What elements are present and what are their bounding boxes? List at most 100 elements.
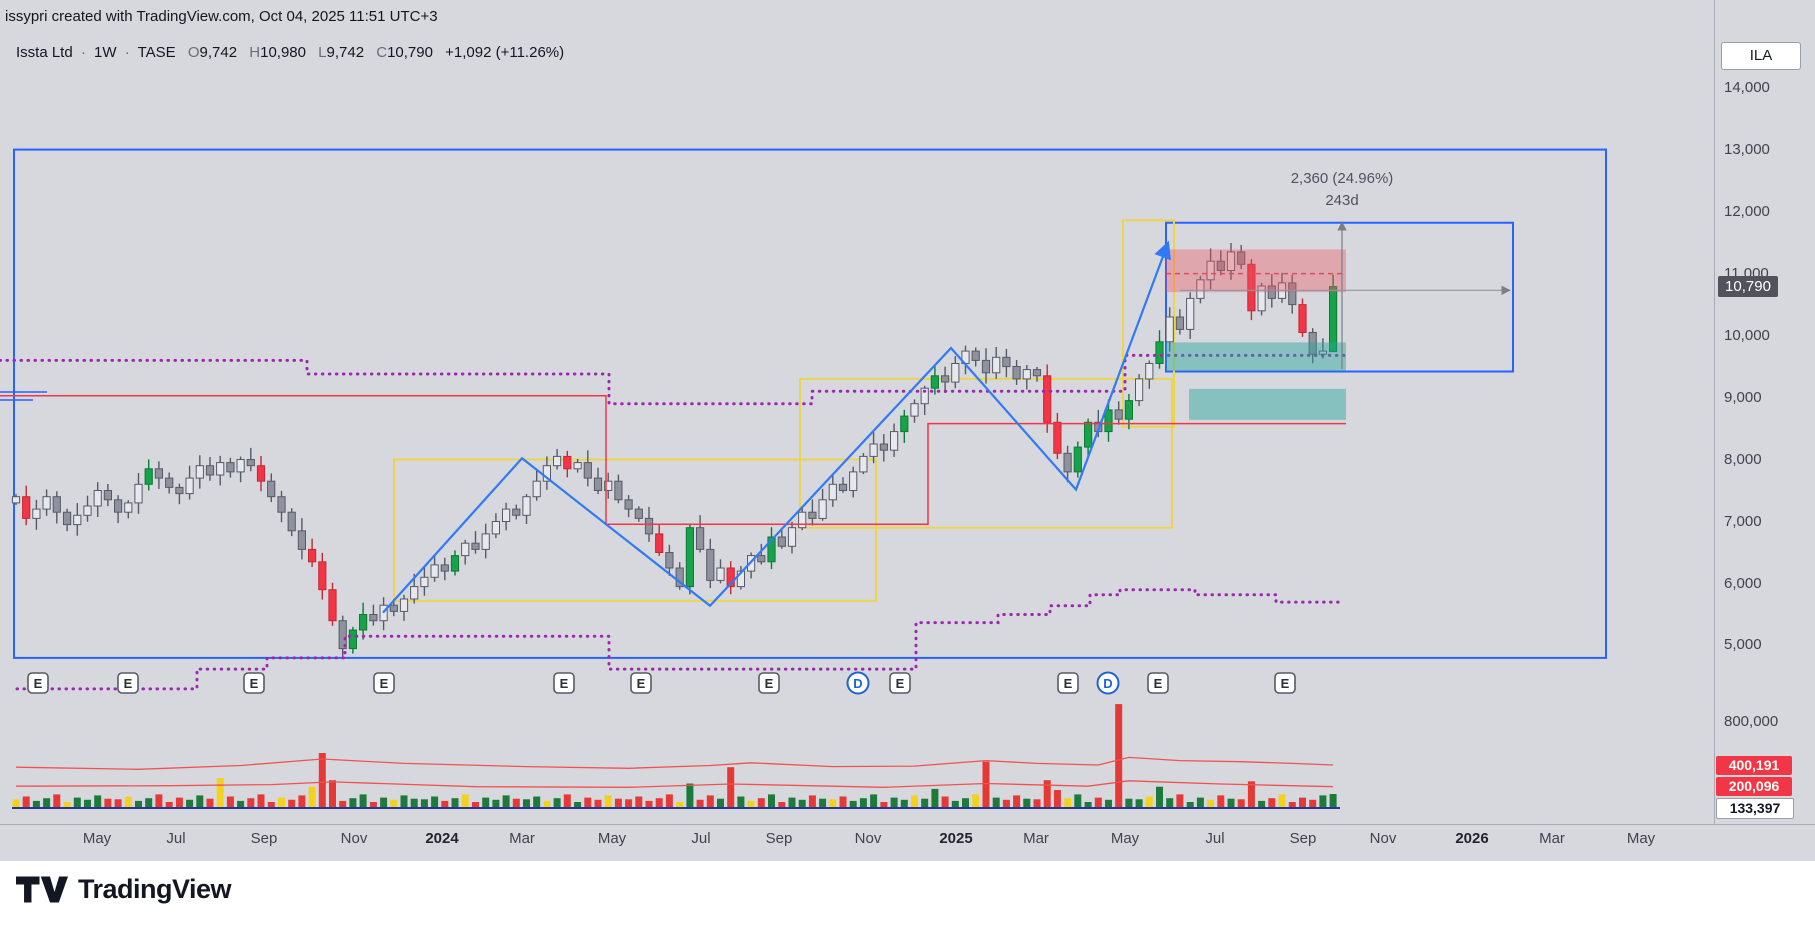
close-value: 10,790: [387, 44, 433, 61]
supply-zone: [1166, 249, 1346, 293]
zigzag-trendline[interactable]: [382, 240, 1171, 614]
currency-label: ILA: [1721, 42, 1801, 70]
demand-zone-lower: [1189, 388, 1346, 420]
price-tick: 9,000: [1724, 388, 1762, 406]
time-label: Jul: [691, 830, 711, 847]
high-value: 10,980: [260, 44, 306, 61]
range-box-3: [1122, 219, 1175, 428]
svg-text:E: E: [896, 676, 905, 691]
high-label: H: [249, 44, 261, 61]
pivot-lower: [15, 588, 1345, 691]
stop-line: [0, 394, 1346, 526]
time-scale-separator: [0, 824, 1815, 825]
time-label: May: [1626, 830, 1656, 847]
watermark: issypri created with TradingView.com, Oc…: [5, 8, 438, 25]
tradingview-logo[interactable]: [16, 876, 68, 903]
time-label: Mar: [1023, 830, 1049, 847]
range-box-1: [393, 458, 877, 602]
price-scale-separator: [1714, 0, 1715, 824]
svg-text:E: E: [1281, 676, 1290, 691]
earnings-marker[interactable]: [27, 672, 49, 694]
earnings-marker[interactable]: [630, 672, 652, 694]
price-tick: 12,000: [1724, 202, 1770, 220]
volume-badge: 133,397: [1716, 798, 1794, 819]
earnings-marker[interactable]: [243, 672, 265, 694]
svg-text:E: E: [1064, 676, 1073, 691]
time-label: May: [597, 830, 627, 847]
svg-text:D: D: [853, 676, 862, 691]
dividend-marker[interactable]: [846, 671, 870, 695]
time-label: 2025: [939, 830, 973, 847]
volume-scale-tick: 800,000: [1724, 713, 1779, 730]
earnings-marker[interactable]: [1147, 672, 1169, 694]
last-price-badge: 10,790: [1718, 276, 1778, 297]
price-scale[interactable]: 14,000 13,000 12,000 11,000 10,000 9,000 8,000…: [1714, 0, 1815, 861]
price-zones: [1166, 249, 1346, 420]
earnings-marker[interactable]: [889, 672, 911, 694]
volume-badge: 400,191: [1716, 756, 1792, 775]
earnings-marker[interactable]: [1274, 672, 1296, 694]
earnings-marker[interactable]: [373, 672, 395, 694]
volume-pane: [12, 704, 1340, 809]
svg-text:E: E: [34, 676, 43, 691]
svg-text:E: E: [560, 676, 569, 691]
svg-text:E: E: [637, 676, 646, 691]
time-label: Nov: [340, 830, 368, 847]
time-label: 2026: [1455, 830, 1489, 847]
pivot-upper: [0, 353, 1348, 406]
time-label: Sep: [765, 830, 793, 847]
footer: TradingView: [16, 874, 232, 905]
interval-label[interactable]: 1W: [94, 44, 117, 61]
price-tick: 5,000: [1724, 636, 1762, 654]
measure-label: 2,360 (24.96%): [1290, 170, 1394, 187]
legend-separator: ·: [80, 44, 86, 61]
measure-duration-label: 243d: [1325, 192, 1359, 209]
time-label: Sep: [250, 830, 278, 847]
volume-badge: 200,096: [1716, 777, 1792, 796]
earnings-marker[interactable]: [553, 672, 575, 694]
range-box-2: [799, 377, 1173, 529]
time-label: May: [1110, 830, 1140, 847]
time-label: Sep: [1289, 830, 1317, 847]
candles: [11, 243, 1338, 659]
svg-text:D: D: [1103, 676, 1112, 691]
earnings-marker[interactable]: [758, 672, 780, 694]
projection-box-large: [13, 148, 1607, 659]
close-label: C: [376, 44, 388, 61]
symbol-legend: Issta Ltd · 1W · TASE O9,742 H10,980 L9,…: [16, 44, 564, 61]
price-tick: 14,000: [1724, 78, 1770, 96]
svg-text:E: E: [250, 676, 259, 691]
svg-text:E: E: [380, 676, 389, 691]
price-tick: 10,000: [1724, 326, 1770, 344]
low-label: L: [318, 44, 327, 61]
legend-separator: ·: [124, 44, 130, 61]
open-value: 9,742: [199, 44, 238, 61]
open-label: O: [187, 44, 200, 61]
price-tick: 13,000: [1724, 140, 1770, 158]
price-tick: 7,000: [1724, 512, 1762, 530]
time-label: Jul: [166, 830, 186, 847]
svg-text:E: E: [124, 676, 133, 691]
demand-zone-upper: [1166, 342, 1346, 371]
svg-text:E: E: [1154, 676, 1163, 691]
indicator-lines: [0, 353, 1348, 691]
time-label: Nov: [854, 830, 882, 847]
svg-text:E: E: [765, 676, 774, 691]
brand-wordmark: TradingView: [78, 874, 232, 904]
earnings-marker[interactable]: [1057, 672, 1079, 694]
low-value: 9,742: [326, 44, 365, 61]
time-label: May: [82, 830, 112, 847]
time-label: Nov: [1369, 830, 1397, 847]
time-label: Jul: [1205, 830, 1225, 847]
dividend-marker[interactable]: [1096, 671, 1120, 695]
time-label: 2024: [425, 830, 459, 847]
earnings-marker[interactable]: [117, 672, 139, 694]
time-scale[interactable]: May Jul Sep Nov 2024 Mar May Jul Sep Nov 2025 Mar Ma…: [0, 830, 1815, 854]
price-tick: 6,000: [1724, 574, 1762, 592]
exchange-label: TASE: [137, 44, 176, 61]
symbol-name: Issta Ltd: [16, 44, 73, 61]
time-label: Mar: [509, 830, 535, 847]
